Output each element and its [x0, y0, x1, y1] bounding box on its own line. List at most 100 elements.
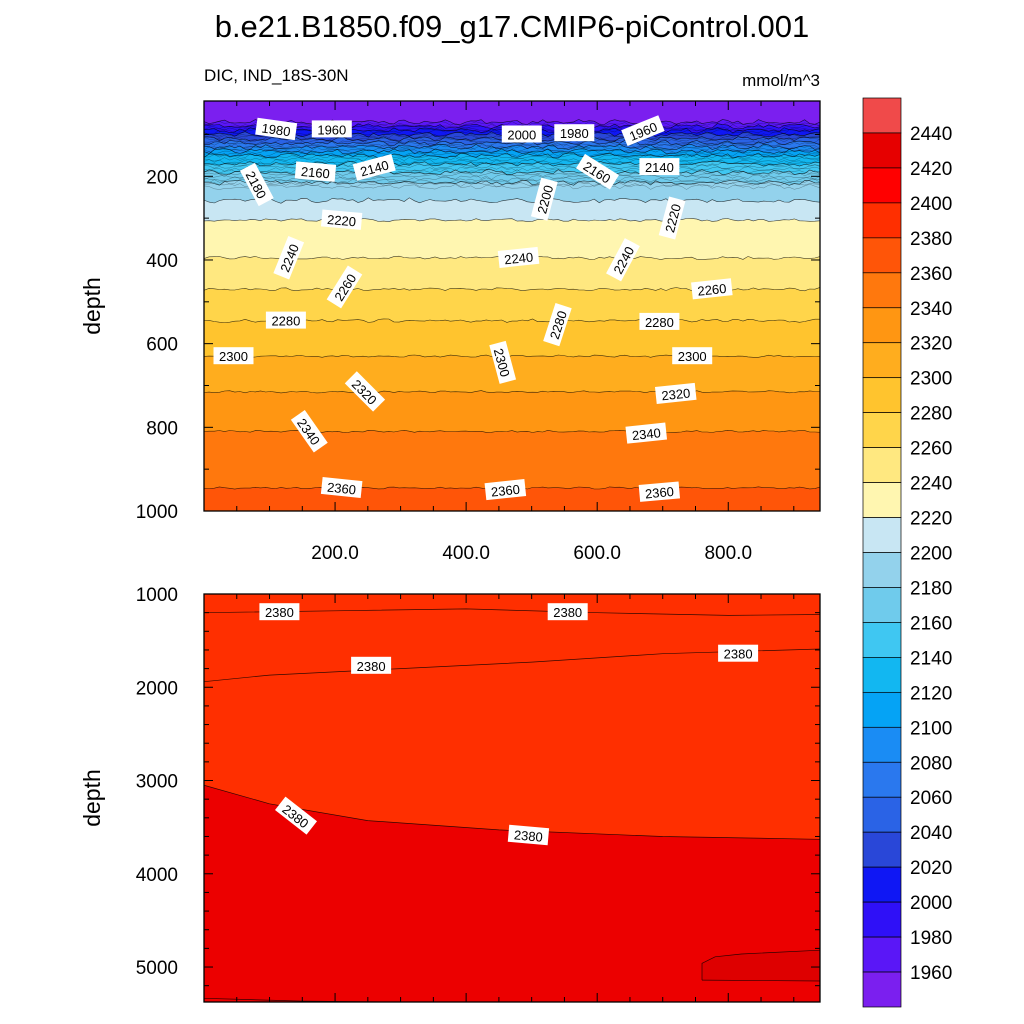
colorbar-box [862, 237, 902, 274]
contour-line-2220 [204, 218, 820, 223]
svg-text:2300: 2300 [219, 349, 248, 364]
colorbar-tick-label: 2040 [910, 823, 952, 844]
colorbar-box [862, 202, 902, 239]
contour-label: 2140 [639, 158, 680, 176]
colorbar-tick-label: 2080 [910, 753, 952, 774]
y-tick-label: 800 [146, 418, 178, 439]
svg-text:2200: 2200 [534, 184, 556, 216]
colorbar-tick-label: 2300 [910, 369, 952, 390]
colorbar-tick-label: 2360 [910, 264, 952, 285]
svg-text:2380: 2380 [265, 605, 294, 620]
contour-line-2380 [204, 648, 820, 683]
y-tick-label: 200 [146, 167, 178, 188]
colorbar-tick-label: 2260 [910, 439, 952, 460]
contour-label: 1980 [255, 117, 298, 141]
svg-text:2220: 2220 [662, 202, 684, 234]
contour-label: 2320 [654, 382, 697, 404]
x-tick-label: 400.0 [442, 543, 490, 564]
contour-label: 2300 [213, 347, 254, 365]
contour-line-1960 [204, 119, 820, 125]
colorbar-tick-label: 2320 [910, 334, 952, 355]
contour-line-minor [204, 178, 820, 185]
svg-text:2240: 2240 [503, 249, 533, 267]
contour-label: 2360 [484, 479, 527, 501]
y-tick-label: 400 [146, 251, 178, 272]
svg-text:2380: 2380 [513, 827, 543, 844]
svg-text:2360: 2360 [326, 480, 356, 498]
contour-label: 2380 [718, 644, 759, 662]
contour-label: 2220 [658, 196, 686, 240]
colorbar-box [862, 971, 902, 1008]
colorbar-tick-label: 2000 [910, 893, 952, 914]
colorbar-box [862, 657, 902, 693]
svg-text:2320: 2320 [661, 385, 691, 403]
colorbar-tick-label: 2100 [910, 718, 952, 739]
upper-plot-frame [203, 100, 821, 512]
svg-text:2300: 2300 [678, 349, 707, 364]
contour-line-minor [204, 143, 820, 150]
colorbar-box [862, 377, 902, 414]
colorbar-tick-label: 2020 [910, 858, 952, 879]
contour-label: 2300 [489, 340, 517, 384]
upper-contour-lines [204, 119, 820, 490]
colorbar-tick-label: 2200 [910, 544, 952, 565]
contour-line-2320 [204, 390, 820, 394]
lower-plot-frame [203, 593, 821, 1003]
colorbar-box [862, 342, 902, 379]
contour-line-2200 [204, 197, 820, 204]
svg-text:2000: 2000 [507, 128, 536, 143]
contour-label: 2340 [625, 422, 668, 444]
svg-text:1980: 1980 [560, 126, 589, 141]
svg-text:2380: 2380 [357, 659, 386, 674]
svg-text:2340: 2340 [631, 425, 661, 443]
colorbar-tick-label: 2340 [910, 299, 952, 320]
contour-label: 2000 [501, 125, 542, 143]
colorbar-tick-label: 2420 [910, 159, 952, 180]
contour-line-minor [204, 156, 820, 162]
colorbar-box [862, 447, 902, 483]
colorbar-box [862, 866, 902, 903]
colorbar-box [862, 831, 902, 868]
contour-label: 1960 [311, 120, 352, 138]
contour-line-2400 [701, 949, 820, 981]
contour-label: 2360 [320, 476, 363, 499]
colorbar-tick-label: 2060 [910, 788, 952, 809]
svg-text:2260: 2260 [697, 281, 727, 299]
contour-line-minor [204, 181, 820, 187]
colorbar-box [862, 552, 902, 588]
upper-axis-ticks: 200 400 600 800 1000 200.0 400.0 600.0 800.0 [136, 101, 820, 564]
contour-line-2180 [204, 179, 820, 186]
y-tick-label: 1000 [136, 585, 178, 606]
x-tick-label: 600.0 [573, 543, 621, 564]
colorbar-tick-label: 2160 [910, 613, 952, 634]
colorbar-tick-label: 2380 [910, 229, 952, 250]
colorbar-box [862, 167, 902, 204]
contour-label: 2160 [294, 161, 337, 182]
contour-label: 2380 [351, 656, 392, 674]
colorbar-box [862, 901, 902, 938]
contour-label: 2280 [639, 312, 680, 330]
colorbar-tick-label: 2120 [910, 683, 952, 704]
y-tick-label: 2000 [136, 678, 178, 699]
colorbar-box [862, 691, 902, 728]
upper-y-axis-label: depth [79, 277, 105, 335]
contour-fill-2400 [204, 785, 820, 1002]
contour-label: 2280 [265, 311, 306, 329]
contour-line-minor [204, 151, 820, 158]
contour-line-minor [204, 183, 820, 190]
contour-line-minor [204, 121, 820, 127]
colorbar-box [862, 936, 902, 973]
contour-label: 2300 [672, 347, 713, 365]
contour-label: 2360 [638, 481, 681, 502]
y-tick-label: 1000 [136, 502, 178, 523]
colorbar-box [862, 97, 902, 134]
chart-units-label: mmol/m^3 [742, 71, 820, 90]
chart-subtitle-left: DIC, IND_18S-30N [204, 66, 349, 85]
y-tick-label: 4000 [136, 865, 178, 886]
colorbar-tick-label: 2400 [910, 194, 952, 215]
svg-text:2160: 2160 [300, 164, 330, 181]
y-tick-label: 600 [146, 335, 178, 356]
colorbar-box [862, 761, 902, 798]
colorbar-tick-label: 2440 [910, 124, 952, 145]
